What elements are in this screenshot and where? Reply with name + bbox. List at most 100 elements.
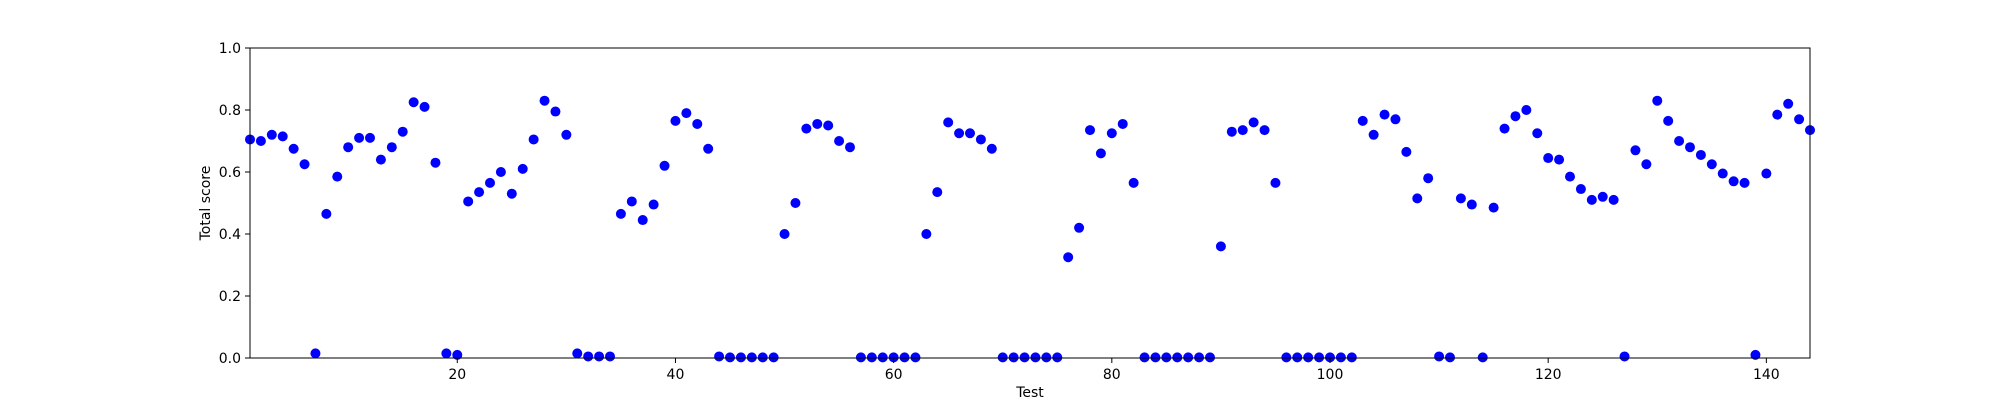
x-tick-label: 60 <box>885 367 903 383</box>
data-point <box>1434 351 1445 362</box>
data-point <box>648 199 659 210</box>
data-point <box>1717 168 1728 179</box>
data-point <box>1357 115 1368 126</box>
data-point <box>1150 352 1161 363</box>
data-point <box>255 136 266 146</box>
y-tick-label: 0.6 <box>219 165 241 181</box>
data-point <box>1412 193 1423 204</box>
data-point <box>572 348 583 359</box>
data-point <box>1565 171 1575 182</box>
data-point <box>1728 176 1739 187</box>
plot-frame <box>249 47 1811 359</box>
data-point <box>626 196 637 207</box>
data-point <box>1292 352 1303 363</box>
y-tick-label: 1.0 <box>219 41 241 57</box>
data-point <box>866 352 877 363</box>
x-axis-label: Test <box>1015 385 1044 400</box>
data-point <box>637 215 648 226</box>
data-point <box>1183 352 1194 363</box>
data-point <box>1695 149 1706 160</box>
data-point <box>1325 352 1335 363</box>
data-point <box>419 101 430 112</box>
data-point <box>321 208 332 219</box>
data-point <box>997 352 1008 363</box>
data-point <box>1674 136 1685 146</box>
data-point <box>943 117 954 128</box>
data-point <box>474 187 485 198</box>
data-point <box>986 143 997 154</box>
data-point <box>1652 95 1663 106</box>
data-point <box>1008 352 1019 363</box>
data-point <box>1226 126 1237 137</box>
data-point <box>1521 105 1532 115</box>
data-point <box>1532 128 1543 139</box>
data-point <box>1314 352 1325 363</box>
data-point <box>1608 194 1619 205</box>
data-point <box>1368 129 1379 140</box>
data-point <box>877 352 888 363</box>
data-point <box>463 196 474 207</box>
data-point <box>899 352 910 363</box>
data-point <box>288 143 299 154</box>
data-point <box>670 115 681 126</box>
data-point <box>1074 222 1085 233</box>
data-point <box>1423 173 1434 184</box>
data-point <box>757 352 768 363</box>
data-point <box>1390 114 1401 125</box>
data-point <box>1335 352 1346 363</box>
data-point <box>1510 111 1521 122</box>
data-point <box>1030 352 1041 363</box>
data-point <box>659 160 670 171</box>
data-point <box>605 351 615 362</box>
data-point <box>1259 125 1270 136</box>
data-point <box>1379 109 1390 120</box>
x-tick-label: 40 <box>667 367 685 383</box>
data-point <box>1052 352 1063 363</box>
data-point <box>1085 125 1095 136</box>
data-point <box>1499 123 1510 134</box>
data-point <box>1270 177 1281 188</box>
data-point <box>1575 184 1586 195</box>
data-point <box>1139 352 1150 363</box>
data-points <box>245 95 1815 363</box>
data-point <box>1761 168 1772 179</box>
data-point <box>1739 177 1750 188</box>
data-point <box>1597 191 1608 202</box>
data-point <box>823 120 834 131</box>
data-point <box>1128 177 1139 188</box>
data-point <box>801 123 812 134</box>
data-point <box>975 134 986 145</box>
data-point <box>834 136 845 146</box>
data-point <box>735 352 746 363</box>
x-tick-label: 120 <box>1535 367 1562 383</box>
data-point <box>1205 352 1215 363</box>
data-point <box>1685 142 1695 153</box>
data-point <box>1554 154 1565 165</box>
data-point <box>1161 352 1172 363</box>
x-tick-label: 140 <box>1753 367 1780 383</box>
data-point <box>1019 352 1030 363</box>
data-point <box>1281 352 1292 363</box>
data-point <box>1663 115 1674 126</box>
data-point <box>965 128 975 139</box>
data-point <box>430 157 441 168</box>
data-point <box>1455 193 1466 204</box>
x-tick-label: 20 <box>448 367 466 383</box>
data-point <box>725 352 735 363</box>
data-point <box>561 129 572 140</box>
data-point <box>615 208 626 219</box>
data-point <box>1215 241 1226 252</box>
data-point <box>954 128 965 139</box>
data-point <box>1466 199 1477 210</box>
data-point <box>1586 194 1597 205</box>
data-point <box>779 229 790 239</box>
data-point <box>1194 352 1205 363</box>
y-tick-label: 0.0 <box>219 351 241 367</box>
data-point <box>266 129 277 140</box>
data-point <box>1445 352 1455 363</box>
data-point <box>812 118 823 129</box>
data-point <box>354 132 365 143</box>
data-point <box>910 352 921 363</box>
y-axis-ticks: 0.0 0.2 0.4 0.6 0.8 1.0 <box>219 41 250 367</box>
data-point <box>277 131 288 142</box>
